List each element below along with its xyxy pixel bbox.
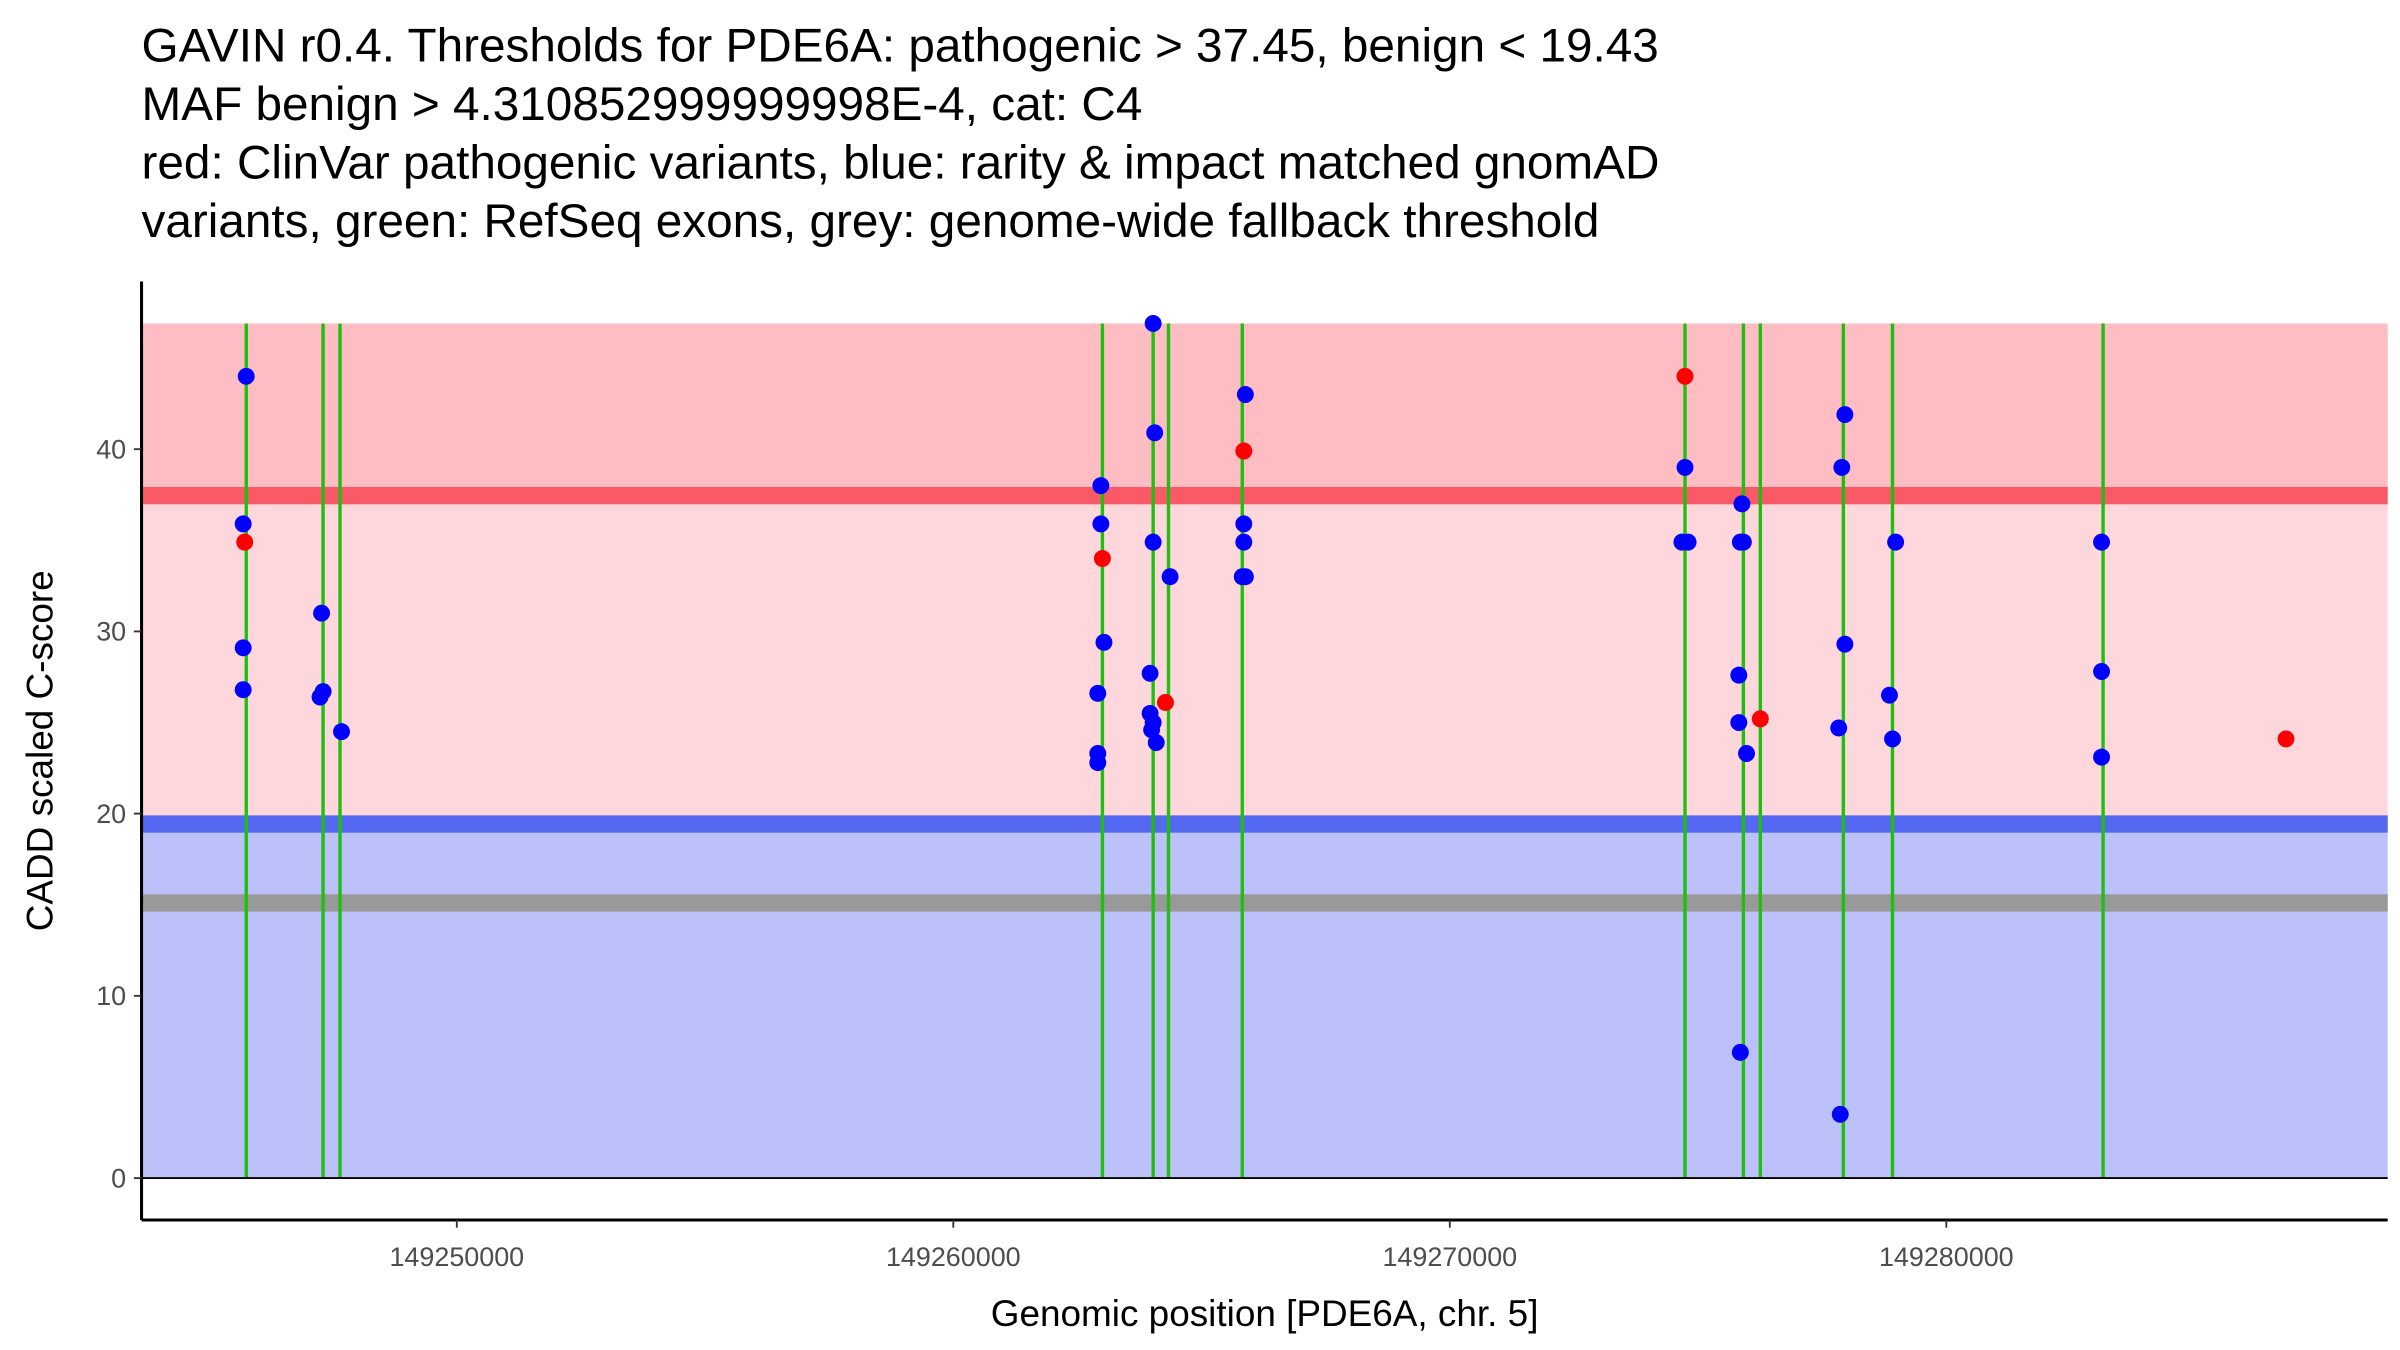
clinvar-variant-point (2277, 730, 2295, 748)
gnomad-variant-point (1884, 730, 1901, 748)
gnomad-variant-point (1161, 568, 1179, 586)
gnomad-variant-point (313, 604, 331, 622)
gnomad-variant-point (1141, 664, 1159, 682)
gnomad-variant-point (1144, 314, 1162, 332)
gnomad-variant-point (1089, 684, 1107, 702)
gnomad-variant-point (1235, 515, 1253, 533)
pathogenic-threshold-line (141, 486, 2388, 505)
gnomad-variant-point (1887, 533, 1905, 551)
gnomad-variant-point (1733, 495, 1751, 513)
gnomad-variant-point (1738, 745, 1755, 762)
intermediate-band (141, 495, 2388, 825)
gnomad-variant-point (1830, 719, 1848, 737)
y-axis-title: CADD scaled C-score (19, 570, 60, 931)
gnomad-variant-point (1833, 458, 1851, 476)
clinvar-variant-point (236, 533, 254, 551)
gnomad-variant-point (1730, 714, 1748, 731)
gnomad-variant-point (314, 683, 332, 701)
title-line-4: variants, green: RefSeq exons, grey: gen… (142, 195, 1600, 248)
benign-threshold-line (141, 815, 2388, 833)
y-tick-label: 20 (96, 799, 126, 829)
title-line-3: red: ClinVar pathogenic variants, blue: … (142, 136, 1660, 189)
gnomad-variant-point (1092, 477, 1110, 495)
gnomad-variant-point (1146, 424, 1164, 442)
gnomad-variant-point (1236, 568, 1254, 586)
gnomad-variant-point (1731, 1043, 1749, 1061)
title-line-1: GAVIN r0.4. Thresholds for PDE6A: pathog… (142, 20, 1659, 73)
y-tick-label: 40 (96, 434, 126, 464)
gnomad-variant-point (1144, 533, 1162, 551)
title-line-2: MAF benign > 4.310852999999998E-4, cat: … (142, 78, 1143, 131)
gnomad-variant-point (1095, 633, 1113, 651)
gnomad-variant-point (2093, 663, 2111, 680)
gnomad-variant-point (1831, 1105, 1849, 1123)
x-tick-label: 149280000 (1879, 1242, 2014, 1272)
x-tick-label: 149270000 (1382, 1242, 1517, 1272)
gnomad-variant-point (234, 681, 252, 699)
gnomad-variant-point (1089, 754, 1107, 772)
x-tick-label: 149250000 (389, 1242, 524, 1272)
y-tick-label: 30 (96, 617, 126, 647)
variant-points (234, 314, 2295, 1123)
chart-title: GAVIN r0.4. Thresholds for PDE6A: pathog… (142, 20, 1660, 248)
clinvar-variant-point (1093, 550, 1111, 567)
clinvar-variant-point (1751, 710, 1769, 728)
fallback-threshold-line (141, 894, 2388, 912)
gnomad-variant-point (2093, 533, 2111, 551)
gnomad-variant-point (1092, 515, 1110, 533)
gnomad-variant-point (1143, 721, 1161, 739)
y-tick-label: 10 (96, 981, 126, 1011)
gnomad-variant-point (1734, 533, 1752, 551)
gnomad-variant-point (1235, 533, 1253, 551)
x-axis-title: Genomic position [PDE6A, chr. 5] (991, 1293, 1539, 1334)
pathogenic-band (141, 323, 2388, 496)
gnomad-variant-point (237, 367, 255, 385)
benign-band (141, 824, 2388, 1179)
gnomad-variant-point (333, 723, 350, 741)
clinvar-variant-point (1676, 367, 1694, 385)
gnomad-variant-point (1676, 458, 1694, 476)
axes: 0 10 20 30 40 149250000 149260000 149270000 1492… (96, 281, 2388, 1272)
gnomad-variant-point (1836, 406, 1854, 424)
gnomad-variant-point (1836, 635, 1854, 653)
gnomad-variant-point (2093, 748, 2111, 766)
gnomad-variant-point (1730, 666, 1748, 684)
y-tick-label: 0 (111, 1163, 126, 1193)
gnomad-variant-point (1679, 533, 1697, 551)
clinvar-variant-point (1157, 694, 1174, 711)
gnomad-variant-point (1236, 386, 1254, 403)
x-tick-label: 149260000 (886, 1242, 1021, 1272)
gnomad-variant-point (1147, 734, 1165, 752)
gnomad-variant-point (234, 639, 252, 657)
clinvar-variant-point (1235, 442, 1253, 460)
gnomad-variant-point (234, 515, 252, 533)
gnomad-variant-point (1880, 686, 1898, 704)
threshold-bands (141, 323, 2388, 1179)
